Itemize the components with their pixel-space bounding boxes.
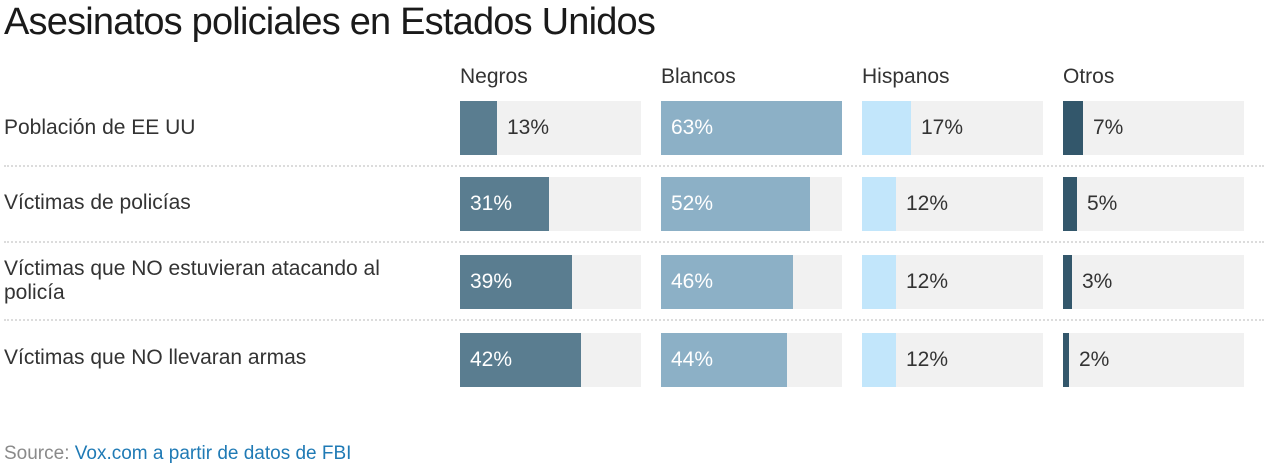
row-divider [4,165,1264,167]
bar-fill [460,177,549,231]
bar-track: 7% [1063,101,1244,155]
bar-value: 12% [906,270,949,293]
bar-fill [661,333,787,387]
column-header-otros: Otros [1063,65,1115,88]
bar-track: 52% [661,177,842,231]
bar-fill [1063,177,1077,231]
bar-value: 7% [1093,116,1124,139]
bar-fill [1063,255,1072,309]
column-header-negros: Negros [460,65,528,88]
bar-value: 3% [1082,270,1113,293]
bar-track: 13% [460,101,641,155]
bar-value: 12% [906,192,949,215]
bar-track: 31% [460,177,641,231]
bar-fill [862,333,896,387]
source-prefix: Source: [4,443,70,464]
bar-value: 42% [470,348,513,371]
chart-title: Asesinatos policiales en Estados Unidos [4,1,656,43]
bar-fill [1063,333,1069,387]
bar-value: 46% [671,270,714,293]
bar-value: 31% [470,192,513,215]
bar-fill [862,177,896,231]
bar-track: 17% [862,101,1043,155]
bar-fill [661,101,842,155]
row-divider [4,319,1264,321]
bar-track: 39% [460,255,641,309]
bar-value: 52% [671,192,714,215]
bar-fill [1063,101,1083,155]
bar-track: 12% [862,333,1043,387]
row-label: Población de EE UU [4,116,196,139]
bar-fill [862,101,911,155]
column-header-hispanos: Hispanos [862,65,950,88]
bar-value: 63% [671,116,714,139]
bar-fill [661,255,793,309]
source-line: Source: Vox.com a partir de datos de FBI [4,442,351,466]
bar-value: 13% [507,116,550,139]
bar-track: 46% [661,255,842,309]
bar-value: 17% [921,116,964,139]
source-link[interactable]: Vox.com a partir de datos de FBI [74,443,352,464]
row-label: Víctimas de policías [4,191,191,214]
bar-track: 12% [862,255,1043,309]
bar-value: 2% [1079,348,1110,371]
bar-track: 5% [1063,177,1244,231]
bar-track: 63% [661,101,842,155]
bar-value: 39% [470,270,513,293]
bar-track: 2% [1063,333,1244,387]
row-label: Víctimas que NO llevaran armas [4,346,307,369]
bar-value: 5% [1087,192,1118,215]
bar-track: 3% [1063,255,1244,309]
bar-fill [862,255,896,309]
bar-fill [460,333,581,387]
bar-track: 44% [661,333,842,387]
column-header-blancos: Blancos [661,65,736,88]
bar-value: 44% [671,348,714,371]
bar-track: 42% [460,333,641,387]
bar-value: 12% [906,348,949,371]
bar-fill [661,177,810,231]
bar-fill [460,255,572,309]
row-divider [4,241,1264,243]
bar-track: 12% [862,177,1043,231]
bar-fill [460,101,497,155]
row-label: Víctimas que NO estuvieran atacando al p… [4,257,380,304]
